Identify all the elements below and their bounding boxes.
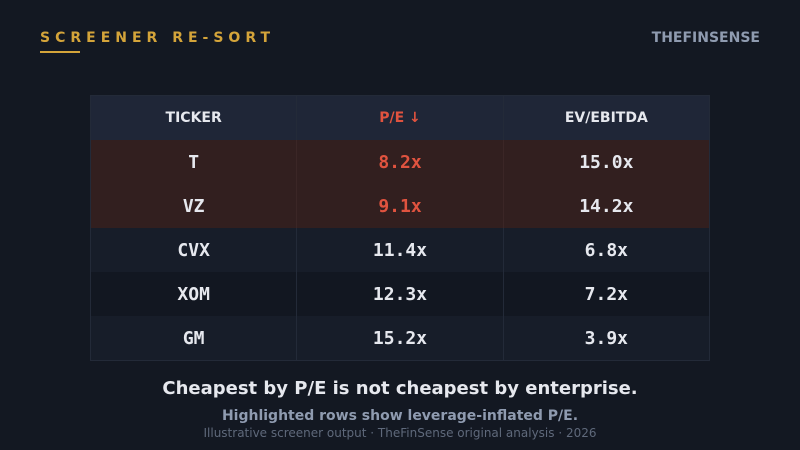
ticker-cell: CVX (91, 228, 297, 272)
column-header-ticker[interactable]: TICKER (91, 96, 297, 140)
caption-text: Illustrative screener output · TheFinSen… (0, 426, 800, 440)
ev-ebitda-cell: 3.9x (504, 316, 709, 360)
pe-cell: 15.2x (297, 316, 503, 360)
ev-ebitda-cell: 14.2x (504, 184, 709, 228)
ticker-cell: GM (91, 316, 297, 360)
column-header-ev-ebitda[interactable]: EV/EBITDA (504, 96, 709, 140)
screener-table: TICKER P/E ↓ EV/EBITDA T 8.2x 15.0x VZ 9… (90, 95, 710, 361)
pe-cell: 11.4x (297, 228, 503, 272)
ev-ebitda-cell: 6.8x (504, 228, 709, 272)
takeaway-text: Cheapest by P/E is not cheapest by enter… (0, 378, 800, 399)
pe-cell: 12.3x (297, 272, 503, 316)
ev-ebitda-cell: 7.2x (504, 272, 709, 316)
subtitle-text: Highlighted rows show leverage-inflated … (0, 408, 800, 424)
table-row[interactable]: T 8.2x 15.0x (91, 140, 709, 184)
pe-cell: 9.1x (297, 184, 503, 228)
ticker-cell: XOM (91, 272, 297, 316)
table-row[interactable]: VZ 9.1x 14.2x (91, 184, 709, 228)
pe-cell: 8.2x (297, 140, 503, 184)
title-underline (40, 51, 80, 53)
table-row[interactable]: GM 15.2x 3.9x (91, 316, 709, 360)
page-title: SCREENER RE-SORT (40, 30, 275, 46)
ticker-cell: T (91, 140, 297, 184)
table-header-row: TICKER P/E ↓ EV/EBITDA (91, 96, 709, 140)
ticker-cell: VZ (91, 184, 297, 228)
table-row[interactable]: XOM 12.3x 7.2x (91, 272, 709, 316)
ev-ebitda-cell: 15.0x (504, 140, 709, 184)
brand-label: THEFINSENSE (652, 30, 760, 46)
column-header-pe[interactable]: P/E ↓ (297, 96, 503, 140)
table-row[interactable]: CVX 11.4x 6.8x (91, 228, 709, 272)
